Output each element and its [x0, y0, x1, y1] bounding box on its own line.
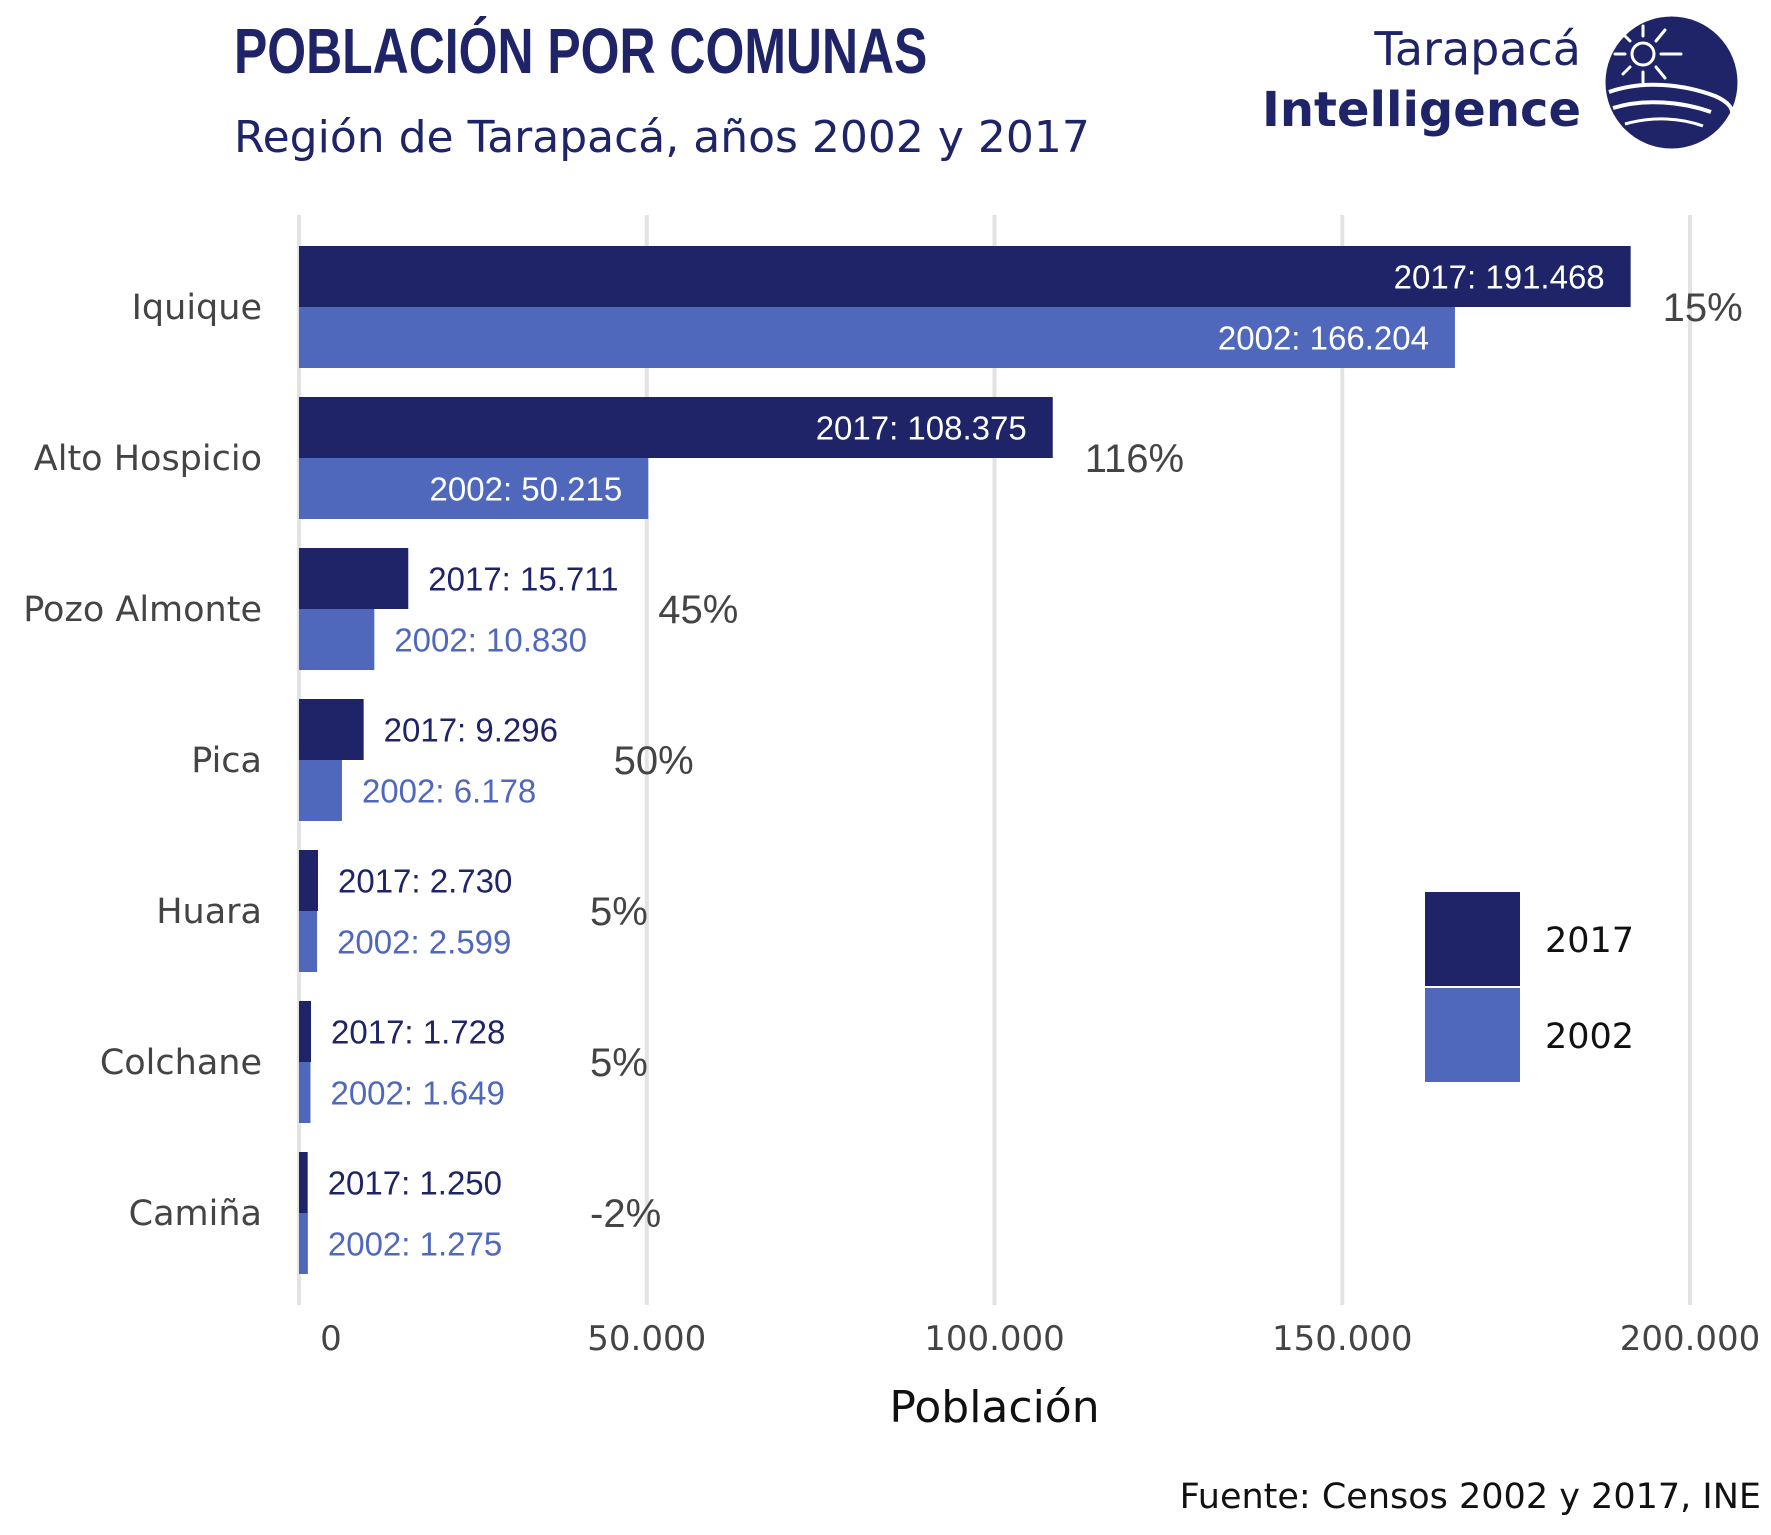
logo-text-line2: Intelligence: [1262, 82, 1581, 138]
category-label: Colchane: [100, 1043, 262, 1083]
category-label: Pozo Almonte: [23, 590, 262, 630]
value-labels: 2017: 191.468 2002: 166.204 15% 2017: 108.3…: [328, 259, 1743, 1263]
bar-2017: [299, 548, 409, 609]
data-label-2017: 2017: 1.250: [328, 1165, 502, 1202]
data-label-2017: 2017: 191.468: [1394, 259, 1605, 296]
x-tick-label: 100.000: [924, 1319, 1065, 1359]
data-label-2002: 2002: 6.178: [362, 773, 536, 810]
category-label: Camiña: [129, 1194, 262, 1234]
growth-label: 45%: [658, 588, 738, 632]
growth-label: -2%: [590, 1192, 661, 1236]
bar-2002: [299, 760, 342, 821]
bar-2002: [299, 307, 1455, 368]
sun-globe-emblem-icon: [1605, 16, 1738, 149]
x-axis-tick-labels: 0 50.000 100.000 150.000 200.000: [320, 1319, 1760, 1359]
legend-swatch-2002: [1425, 988, 1520, 1082]
bar-2017: [299, 699, 364, 760]
bar-2002: [299, 458, 649, 519]
data-label-2017: 2017: 2.730: [338, 863, 512, 900]
growth-label: 5%: [590, 890, 648, 934]
bar-2017: [299, 246, 1631, 307]
x-tick-label: 200.000: [1620, 1319, 1761, 1359]
data-label-2002: 2002: 1.649: [330, 1075, 504, 1112]
data-label-2017: 2017: 9.296: [384, 712, 558, 749]
growth-label: 5%: [590, 1041, 648, 1085]
bar-2002: [299, 1213, 308, 1274]
growth-label: 116%: [1085, 437, 1184, 481]
legend-swatch-2017: [1425, 892, 1520, 986]
bars: [299, 246, 1631, 1274]
growth-label: 15%: [1663, 286, 1743, 330]
category-label: Iquique: [132, 288, 262, 328]
legend-label-2002: 2002: [1545, 1017, 1634, 1057]
legend: 2017 2002: [1425, 892, 1634, 1082]
x-tick-label: 50.000: [587, 1319, 706, 1359]
bar-2017: [299, 1001, 312, 1062]
grid-lines: [297, 215, 1692, 1305]
data-label-2002: 2002: 1.275: [328, 1226, 502, 1263]
category-label: Pica: [191, 741, 262, 781]
bar-2002: [299, 911, 318, 972]
x-axis-title: Población: [889, 1382, 1099, 1433]
x-tick-label: 150.000: [1272, 1319, 1413, 1359]
category-label: Alto Hospicio: [34, 439, 262, 479]
data-label-2002: 2002: 10.830: [394, 622, 587, 659]
bar-2017: [299, 850, 318, 911]
data-label-2002: 2002: 166.204: [1218, 320, 1429, 357]
legend-label-2017: 2017: [1545, 921, 1634, 961]
x-tick-label: 0: [320, 1319, 342, 1359]
chart-subtitle: Región de Tarapacá, años 2002 y 2017: [234, 112, 1090, 163]
bar-2017: [299, 1152, 308, 1213]
data-label-2017: 2017: 15.711: [428, 561, 618, 598]
chart-title: POBLACIÓN POR COMUNAS: [234, 15, 928, 87]
category-labels: Iquique Alto Hospicio Pozo Almonte Pica Huar…: [23, 288, 262, 1234]
bar-2017: [299, 397, 1053, 458]
category-label: Huara: [156, 892, 262, 932]
source-note: Fuente: Censos 2002 y 2017, INE: [1179, 1477, 1761, 1517]
bar-2002: [299, 609, 375, 670]
data-label-2002: 2002: 50.215: [430, 471, 623, 508]
bar-2002: [299, 1062, 311, 1123]
data-label-2002: 2002: 2.599: [337, 924, 511, 961]
data-label-2017: 2017: 108.375: [816, 410, 1027, 447]
logo-text-line1: Tarapacá: [1374, 22, 1581, 76]
data-label-2017: 2017: 1.728: [331, 1014, 505, 1051]
growth-label: 50%: [614, 739, 694, 783]
